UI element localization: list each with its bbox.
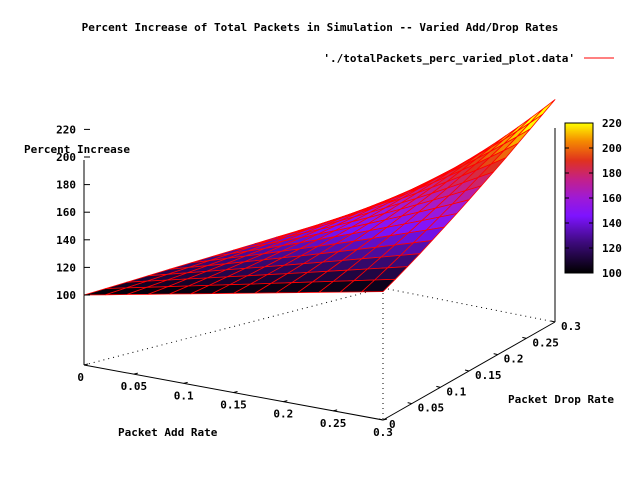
colorbar xyxy=(564,122,594,274)
x-axis-ticks: 0 0.05 0.1 0.15 0.2 0.25 0.3 xyxy=(77,363,393,439)
colorbar-ticks: 100 120 140 160 180 200 220 xyxy=(565,117,622,280)
y-tick-mark xyxy=(378,418,384,421)
x-tick-label: 0.2 xyxy=(273,408,293,421)
surface-cell xyxy=(83,287,127,296)
y-tick-mark xyxy=(464,369,470,372)
surface-mesh xyxy=(83,99,556,296)
y-tick-label: 0.15 xyxy=(475,369,502,382)
x-axis-label: Packet Add Rate xyxy=(118,426,218,439)
z-tick-label: 140 xyxy=(56,234,76,247)
colorbar-tick-label: 220 xyxy=(602,117,622,130)
x-tick-label: 0.25 xyxy=(320,417,347,430)
x-tick-mark xyxy=(83,363,89,366)
colorbar-tick-label: 180 xyxy=(602,167,622,180)
z-axis-label: Percent Increase xyxy=(24,143,130,156)
x-tick-mark xyxy=(333,409,338,412)
y-tick-mark xyxy=(436,385,441,388)
x-tick-label: 0 xyxy=(77,371,84,384)
y-tick-label: 0 xyxy=(389,418,396,431)
z-tick-label: 200 xyxy=(56,151,76,164)
legend-label: './totalPackets_perc_varied_plot.data' xyxy=(323,52,575,65)
x-tick-label: 0.1 xyxy=(174,389,194,402)
y-tick-label: 0.05 xyxy=(418,402,445,415)
y-tick-mark xyxy=(550,320,556,323)
z-tick-label: 220 xyxy=(56,123,76,136)
y-tick-label: 0.25 xyxy=(532,336,559,349)
x-tick-mark xyxy=(382,418,388,421)
y-axis-label: Packet Drop Rate xyxy=(508,393,614,406)
y-tick-mark xyxy=(493,353,498,356)
colorbar-tick-label: 100 xyxy=(602,267,622,280)
colorbar-tick-label: 200 xyxy=(602,142,622,155)
z-axis-ticks: 100 120 140 160 180 200 220 xyxy=(56,123,90,302)
colorbar-tick-label: 160 xyxy=(602,192,622,205)
y-tick-mark xyxy=(407,402,412,405)
y-tick-label: 0.1 xyxy=(446,385,466,398)
axes-back xyxy=(83,128,556,420)
x-tick-mark xyxy=(183,381,188,384)
y-tick-mark xyxy=(522,336,527,339)
y-tick-label: 0.2 xyxy=(504,353,524,366)
y-axis-ticks: 0 0.050.1 0.150.2 0.250.3 xyxy=(378,320,581,431)
x-tick-mark xyxy=(233,391,238,393)
colorbar-tick-label: 140 xyxy=(602,217,622,230)
x-tick-label: 0.15 xyxy=(220,399,247,412)
y-tick-label: 0.3 xyxy=(561,320,581,333)
z-tick-label: 120 xyxy=(56,261,76,274)
z-tick-label: 100 xyxy=(56,289,76,302)
x-tick-mark xyxy=(283,400,288,403)
chart-title: Percent Increase of Total Packets in Sim… xyxy=(82,21,559,34)
colorbar-tick-label: 120 xyxy=(602,242,622,255)
z-tick-label: 160 xyxy=(56,206,76,219)
x-tick-label: 0.05 xyxy=(121,380,148,393)
z-tick-label: 180 xyxy=(56,179,76,192)
x-tick-label: 0.3 xyxy=(373,426,393,439)
x-tick-mark xyxy=(133,372,138,375)
